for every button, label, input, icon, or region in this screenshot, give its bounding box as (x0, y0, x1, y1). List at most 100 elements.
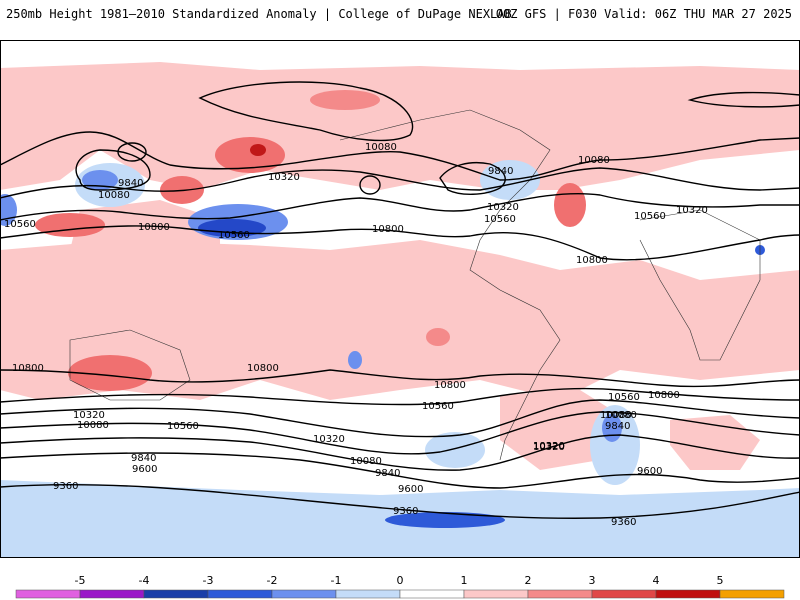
contour-label: 10800 (434, 380, 466, 391)
colorbar-label: -3 (203, 574, 214, 587)
anomaly-map: 10080 9840 10080 10320 10560 10800 10560… (0, 40, 800, 558)
negative-anomaly-southern-ocean (425, 432, 485, 468)
header-bar: 250mb Height 1981–2010 Standardized Anom… (0, 0, 800, 40)
contour-label: 10080 (605, 410, 637, 421)
contour-10080-north (0, 131, 800, 181)
contour-label: 10320 (533, 441, 565, 452)
contour-closed-low-pacific (117, 142, 147, 162)
positive-anomaly-west-asia (35, 213, 105, 237)
contour-label: 9840 (131, 453, 156, 464)
contour-label: 10320 (268, 172, 300, 183)
contour-label: 10080 (350, 456, 382, 467)
contour-label: 10560 (484, 214, 516, 225)
contour-label: 10320 (487, 202, 519, 213)
contour-label: 9840 (118, 178, 143, 189)
negative-anomaly-south-pacific (348, 351, 362, 369)
contour-label: 10560 (167, 421, 199, 432)
colorbar-segment (591, 589, 657, 599)
height-contours (0, 81, 800, 519)
contour-10080 (0, 411, 800, 455)
model-run-info: 00Z GFS | F030 Valid: 06Z THU MAR 27 202… (495, 7, 792, 21)
positive-anomaly-southern (500, 390, 620, 470)
contour-arctic-loop-1 (198, 81, 414, 142)
contour-label: 9600 (132, 464, 157, 475)
contour-10560 (0, 387, 800, 406)
contour-label: 9360 (393, 506, 418, 517)
positive-anomaly-shading (0, 62, 800, 470)
positive-anomaly-atlantic (554, 183, 586, 227)
negative-anomaly-antarctic-core (385, 512, 505, 528)
contour-label: 10560 (634, 211, 666, 222)
colorbar-label: -1 (331, 574, 342, 587)
colorbar-segment (655, 589, 721, 599)
positive-anomaly-band-north (0, 62, 800, 190)
colorbar-label: 4 (653, 574, 660, 587)
positive-anomaly-siberia (215, 137, 285, 173)
colorbar-label: 0 (397, 574, 404, 587)
coastline-south-america (499, 289, 561, 461)
contour-10560-north (0, 192, 800, 221)
contour-label: 10800 (247, 363, 279, 374)
colorbar-segment (79, 589, 145, 599)
colorbar-segment (15, 589, 81, 599)
coastlines (69, 109, 761, 461)
coastline-north-america (339, 109, 551, 291)
contour-closed-high (359, 175, 381, 195)
contour-label: 9360 (53, 481, 78, 492)
contour-label: 10560 (422, 401, 454, 412)
map-title: 250mb Height 1981–2010 Standardized Anom… (6, 7, 512, 21)
coastline-africa (639, 209, 761, 361)
colorbar: -5 -4 -3 -2 -1 0 1 2 3 4 5 (15, 574, 785, 599)
positive-anomaly-east-asia (70, 200, 220, 300)
coastline-australia (69, 329, 191, 401)
colorbar-label: -5 (75, 574, 86, 587)
colorbar-segment (527, 589, 593, 599)
contour-label: 10800 (138, 222, 170, 233)
contour-label: 10320 (73, 410, 105, 421)
negative-anomaly-north-asia-core (82, 170, 118, 190)
colorbar-labels: -5 -4 -3 -2 -1 0 1 2 3 4 5 (75, 574, 724, 587)
contour-label: 10080 (365, 142, 397, 153)
colorbar-segment (143, 589, 209, 599)
contour-label: 9360 (611, 517, 636, 528)
colorbar-label: 2 (525, 574, 532, 587)
contour-label: 10320 (676, 205, 708, 216)
colorbar-label: 5 (717, 574, 724, 587)
colorbar-segment (207, 589, 273, 599)
contour-label: 10080 (77, 420, 109, 431)
contour-label: 9840 (488, 166, 513, 177)
contour-9840-north (75, 149, 151, 191)
contour-label: 9840 (605, 421, 630, 432)
colorbar-segment (399, 589, 465, 599)
contour-10800-south (0, 369, 800, 388)
positive-anomaly-south-atlantic (426, 328, 450, 346)
contour-9600 (0, 452, 800, 489)
contour-9840 (0, 434, 800, 471)
colorbar-segment (335, 589, 401, 599)
contour-label: 10080 (578, 155, 610, 166)
colorbar-segments (15, 589, 785, 599)
contour-label: 10800 (648, 390, 680, 401)
contour-label: 10560 (608, 392, 640, 403)
contour-label: 10320 (533, 441, 565, 452)
colorbar-segment (719, 589, 785, 599)
contour-label: 10080 (600, 410, 632, 421)
contour-label: 10560 (4, 219, 36, 230)
contour-9840-canada (439, 161, 506, 195)
colorbar-label: 1 (461, 574, 468, 587)
contour-label: 10080 (98, 190, 130, 201)
positive-anomaly-australia (68, 355, 152, 391)
contour-10320-north (0, 167, 800, 199)
contour-label: 10320 (313, 434, 345, 445)
contour-arctic-loop-2 (687, 91, 800, 108)
colorbar-segment (463, 589, 529, 599)
colorbar-label: -2 (267, 574, 278, 587)
contour-10800-north (0, 225, 800, 261)
contour-label: 10560 (218, 230, 250, 241)
colorbar-label: -4 (139, 574, 150, 587)
contour-label: 9840 (375, 468, 400, 479)
contour-9360 (0, 483, 800, 519)
negative-anomaly-north-pacific-core (198, 219, 266, 237)
contour-label: 9600 (637, 466, 662, 477)
colorbar-segment (271, 589, 337, 599)
